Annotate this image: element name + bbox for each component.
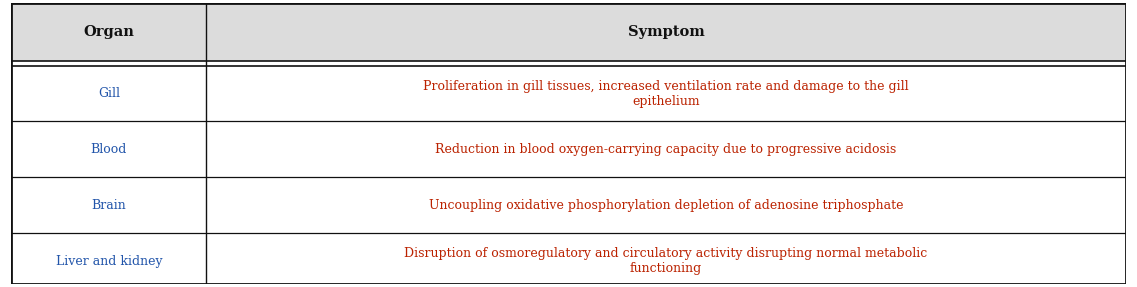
Text: Proliferation in gill tissues, increased ventilation rate and damage to the gill: Proliferation in gill tissues, increased…: [423, 79, 908, 108]
Text: Uncoupling oxidative phosphorylation depletion of adenosine triphosphate: Uncoupling oxidative phosphorylation dep…: [429, 199, 903, 212]
Bar: [11, 172, 1126, 228]
Bar: [11, 228, 1126, 284]
Text: Disruption of osmoregulatory and circulatory activity disrupting normal metaboli: Disruption of osmoregulatory and circula…: [405, 247, 928, 275]
Text: Blood: Blood: [91, 143, 127, 156]
Text: Reduction in blood oxygen-carrying capacity due to progressive acidosis: Reduction in blood oxygen-carrying capac…: [435, 143, 897, 156]
Text: Gill: Gill: [98, 87, 119, 100]
Text: Symptom: Symptom: [628, 25, 705, 39]
Bar: [11, 3, 1126, 61]
Text: Organ: Organ: [83, 25, 134, 39]
Bar: [11, 117, 1126, 172]
Text: Brain: Brain: [91, 199, 126, 212]
Text: Liver and kidney: Liver and kidney: [56, 255, 163, 268]
Bar: [11, 61, 1126, 117]
